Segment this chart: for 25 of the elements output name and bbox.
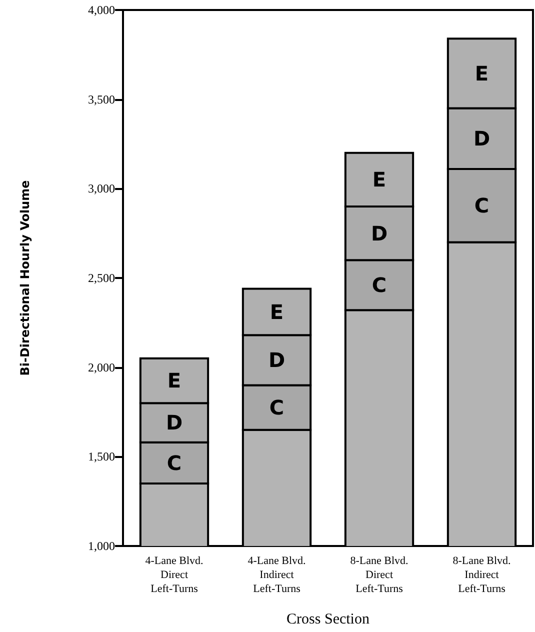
y-tick-label: 1,000 (88, 539, 115, 553)
text: E (474, 61, 489, 86)
x-tick-label: 8-Lane Blvd. Indirect Left-Turns (452, 555, 512, 595)
y-tick-label: 1,500 (88, 450, 115, 464)
text: C (474, 194, 490, 218)
x-axis-title: Cross Section (286, 612, 370, 628)
text: E (270, 300, 284, 324)
y-tick-label: 4,000 (88, 3, 115, 17)
text: D (268, 348, 286, 372)
y-axis-title: Bi-Directional Hourly Volume (18, 180, 32, 376)
y-tick-label: 3,000 (88, 182, 115, 196)
y-tick-label: 2,500 (88, 271, 115, 285)
text: D (370, 221, 388, 246)
series-label: C (166, 450, 182, 475)
text: C (372, 273, 387, 298)
x-tick-label: 8-Lane Blvd. Direct Left-Turns (350, 555, 409, 595)
text: D (473, 126, 490, 151)
series-label: E (167, 368, 182, 393)
y-tick-label: 3,500 (88, 92, 115, 106)
x-tick-label: 4-Lane Blvd. Indirect Left-Turns (248, 555, 306, 595)
series-label: D (166, 410, 183, 435)
text: E (372, 168, 386, 192)
text: C (269, 396, 284, 420)
x-tick-label: 4-Lane Blvd. Direct Left-Turns (145, 555, 204, 595)
y-tick-label: 2,000 (88, 360, 115, 374)
